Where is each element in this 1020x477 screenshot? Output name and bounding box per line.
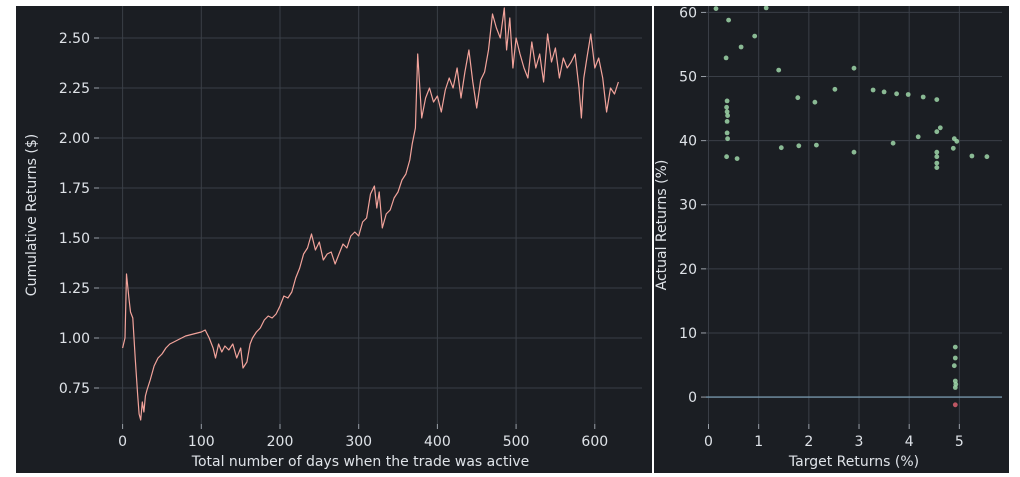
x-tick-label: 0 xyxy=(118,434,127,450)
y-axis-label: Actual Returns (%) xyxy=(654,160,670,291)
scatter-point xyxy=(952,355,958,361)
x-tick-label: 5 xyxy=(955,434,964,450)
scatter-point xyxy=(738,44,744,50)
scatter-point xyxy=(851,65,857,71)
scatter-point xyxy=(763,5,769,11)
scatter-point xyxy=(713,6,719,11)
scatter-point xyxy=(934,97,940,102)
scatter-point xyxy=(725,113,730,118)
scatter-point xyxy=(726,17,731,23)
scatter-point xyxy=(724,119,730,124)
scatter-point xyxy=(832,86,838,92)
scatter-point xyxy=(812,99,818,105)
x-tick-label: 2 xyxy=(804,434,813,450)
y-tick-label: 2.25 xyxy=(59,81,90,97)
gridlines xyxy=(94,6,642,429)
y-tick-label: 20 xyxy=(679,262,697,278)
scatter-point xyxy=(950,145,956,151)
y-tick-label: 10 xyxy=(679,326,697,342)
scatter-point xyxy=(724,109,730,115)
scatter-point xyxy=(724,98,730,104)
scatter-point xyxy=(778,145,784,151)
scatter-point xyxy=(851,149,857,155)
scatter-point xyxy=(905,92,911,97)
scatter-point xyxy=(881,89,887,95)
scatter-point xyxy=(725,136,730,142)
x-tick-label: 1 xyxy=(754,434,763,450)
x-tick-label: 200 xyxy=(267,434,294,450)
scatter-point xyxy=(752,33,758,39)
y-tick-label: 1.00 xyxy=(59,331,90,347)
scatter-point xyxy=(724,104,729,110)
cumulative-returns-chart: 0 100 200 300 400 500 600 0.75 1.00 1.25 1.50 1.75 2… xyxy=(16,6,652,473)
x-tick-label: 4 xyxy=(905,434,914,450)
x-tick-label: 0 xyxy=(704,434,713,450)
scatter-point xyxy=(951,363,957,369)
y-tick-label: 2.00 xyxy=(59,131,90,147)
scatter-point xyxy=(934,129,940,135)
y-tick-label: 50 xyxy=(679,70,697,86)
line-chart-svg: 0 100 200 300 400 500 600 0.75 1.00 1.25 1.50 1.75 2… xyxy=(24,6,642,470)
scatter-point xyxy=(920,94,926,100)
scatter-point xyxy=(969,153,975,159)
x-axis-label: Target Returns (%) xyxy=(788,454,919,470)
y-tick-label: 0 xyxy=(688,390,697,406)
x-tick-label: 100 xyxy=(188,434,215,450)
gridlines xyxy=(701,6,1002,429)
scatter-point xyxy=(984,154,990,160)
scatter-point xyxy=(934,154,940,160)
y-tick-label: 1.25 xyxy=(59,281,90,297)
x-tick-label: 500 xyxy=(503,434,530,450)
cumulative-returns-line xyxy=(122,7,619,421)
scatter-point xyxy=(870,87,876,93)
scatter-point xyxy=(796,143,802,149)
y-tick-label: 30 xyxy=(679,198,697,214)
scatter-point xyxy=(952,385,958,390)
y-tick-label: 1.50 xyxy=(59,231,90,247)
x-axis-label: Total number of days when the trade was … xyxy=(191,454,529,470)
scatter-point xyxy=(734,156,740,162)
y-axis-label: Cumulative Returns ($) xyxy=(24,134,40,296)
scatter-point xyxy=(934,165,940,171)
scatter-point xyxy=(952,344,958,350)
scatter-point xyxy=(724,154,729,160)
y-tick-label: 2.50 xyxy=(59,31,90,47)
target-vs-actual-chart: 0 1 2 3 4 5 0 10 20 30 40 50 60 Target Returns (%) Act… xyxy=(654,5,1009,473)
x-tick-label: 3 xyxy=(855,434,864,450)
scatter-point xyxy=(814,142,819,148)
scatter-point xyxy=(894,91,899,97)
scatter-point xyxy=(890,140,896,146)
scatter-point xyxy=(954,138,960,144)
y-tick-label: 0.75 xyxy=(59,381,90,397)
scatter-point xyxy=(795,95,801,101)
scatter-point xyxy=(937,125,943,131)
scatter-point xyxy=(724,130,730,136)
x-tick-label: 300 xyxy=(345,434,372,450)
scatter-point xyxy=(915,134,921,140)
scatter-point xyxy=(934,160,940,166)
scatter-point xyxy=(934,149,940,155)
y-tick-label: 60 xyxy=(679,6,697,21)
scatter-point xyxy=(723,55,729,61)
scatter-point xyxy=(776,67,782,73)
scatter-point xyxy=(952,402,958,408)
y-tick-label: 1.75 xyxy=(59,181,90,197)
x-tick-label: 600 xyxy=(581,434,608,450)
x-tick-label: 400 xyxy=(424,434,451,450)
y-tick-label: 40 xyxy=(679,134,697,150)
